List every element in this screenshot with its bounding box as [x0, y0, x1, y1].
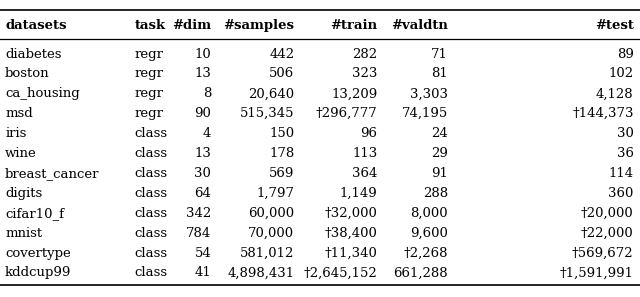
- Text: 41: 41: [195, 266, 211, 279]
- Text: 784: 784: [186, 227, 211, 240]
- Text: class: class: [134, 187, 168, 200]
- Text: 71: 71: [431, 48, 448, 61]
- Text: class: class: [134, 127, 168, 140]
- Text: class: class: [134, 247, 168, 260]
- Text: 20,640: 20,640: [248, 87, 294, 100]
- Text: †11,340: †11,340: [324, 247, 378, 260]
- Text: 3,303: 3,303: [410, 87, 448, 100]
- Text: 113: 113: [353, 147, 378, 160]
- Text: †38,400: †38,400: [324, 227, 378, 240]
- Text: 13: 13: [195, 67, 211, 80]
- Text: regr: regr: [134, 87, 163, 100]
- Text: 54: 54: [195, 247, 211, 260]
- Text: class: class: [134, 167, 168, 180]
- Text: wine: wine: [5, 147, 37, 160]
- Text: class: class: [134, 207, 168, 220]
- Text: diabetes: diabetes: [5, 48, 61, 61]
- Text: †1,591,991: †1,591,991: [559, 266, 634, 279]
- Text: 81: 81: [431, 67, 448, 80]
- Text: 581,012: 581,012: [240, 247, 294, 260]
- Text: †144,373: †144,373: [572, 107, 634, 120]
- Text: 13: 13: [195, 147, 211, 160]
- Text: class: class: [134, 266, 168, 279]
- Text: #samples: #samples: [223, 19, 294, 32]
- Text: †569,672: †569,672: [572, 247, 634, 260]
- Text: digits: digits: [5, 187, 42, 200]
- Text: #train: #train: [330, 19, 378, 32]
- Text: task: task: [134, 19, 166, 32]
- Text: datasets: datasets: [5, 19, 67, 32]
- Text: 74,195: 74,195: [402, 107, 448, 120]
- Text: #test: #test: [595, 19, 634, 32]
- Text: 150: 150: [269, 127, 294, 140]
- Text: †22,000: †22,000: [581, 227, 634, 240]
- Text: 102: 102: [609, 67, 634, 80]
- Text: 288: 288: [423, 187, 448, 200]
- Text: iris: iris: [5, 127, 26, 140]
- Text: ca_housing: ca_housing: [5, 87, 80, 100]
- Text: #valdtn: #valdtn: [391, 19, 448, 32]
- Text: †296,777: †296,777: [316, 107, 378, 120]
- Text: 96: 96: [360, 127, 378, 140]
- Text: 9,600: 9,600: [410, 227, 448, 240]
- Text: 8: 8: [203, 87, 211, 100]
- Text: 10: 10: [195, 48, 211, 61]
- Text: kddcup99: kddcup99: [5, 266, 72, 279]
- Text: class: class: [134, 227, 168, 240]
- Text: 30: 30: [195, 167, 211, 180]
- Text: 91: 91: [431, 167, 448, 180]
- Text: regr: regr: [134, 67, 163, 80]
- Text: 29: 29: [431, 147, 448, 160]
- Text: covertype: covertype: [5, 247, 71, 260]
- Text: 30: 30: [617, 127, 634, 140]
- Text: 24: 24: [431, 127, 448, 140]
- Text: 64: 64: [195, 187, 211, 200]
- Text: 4: 4: [203, 127, 211, 140]
- Text: mnist: mnist: [5, 227, 42, 240]
- Text: cifar10_f: cifar10_f: [5, 207, 64, 220]
- Text: 90: 90: [195, 107, 211, 120]
- Text: 442: 442: [269, 48, 294, 61]
- Text: †20,000: †20,000: [581, 207, 634, 220]
- Text: boston: boston: [5, 67, 50, 80]
- Text: 515,345: 515,345: [240, 107, 294, 120]
- Text: regr: regr: [134, 107, 163, 120]
- Text: 8,000: 8,000: [410, 207, 448, 220]
- Text: †2,268: †2,268: [403, 247, 448, 260]
- Text: 364: 364: [352, 167, 378, 180]
- Text: 89: 89: [617, 48, 634, 61]
- Text: 1,797: 1,797: [257, 187, 294, 200]
- Text: #dim: #dim: [172, 19, 211, 32]
- Text: 4,128: 4,128: [596, 87, 634, 100]
- Text: 569: 569: [269, 167, 294, 180]
- Text: 36: 36: [616, 147, 634, 160]
- Text: msd: msd: [5, 107, 33, 120]
- Text: 360: 360: [608, 187, 634, 200]
- Text: breast_cancer: breast_cancer: [5, 167, 100, 180]
- Text: 60,000: 60,000: [248, 207, 294, 220]
- Text: †2,645,152: †2,645,152: [304, 266, 378, 279]
- Text: †32,000: †32,000: [324, 207, 378, 220]
- Text: 13,209: 13,209: [332, 87, 378, 100]
- Text: 4,898,431: 4,898,431: [227, 266, 294, 279]
- Text: regr: regr: [134, 48, 163, 61]
- Text: class: class: [134, 147, 168, 160]
- Text: 178: 178: [269, 147, 294, 160]
- Text: 114: 114: [609, 167, 634, 180]
- Text: 506: 506: [269, 67, 294, 80]
- Text: 70,000: 70,000: [248, 227, 294, 240]
- Text: 1,149: 1,149: [340, 187, 378, 200]
- Text: 342: 342: [186, 207, 211, 220]
- Text: 323: 323: [352, 67, 378, 80]
- Text: 282: 282: [353, 48, 378, 61]
- Text: 661,288: 661,288: [394, 266, 448, 279]
